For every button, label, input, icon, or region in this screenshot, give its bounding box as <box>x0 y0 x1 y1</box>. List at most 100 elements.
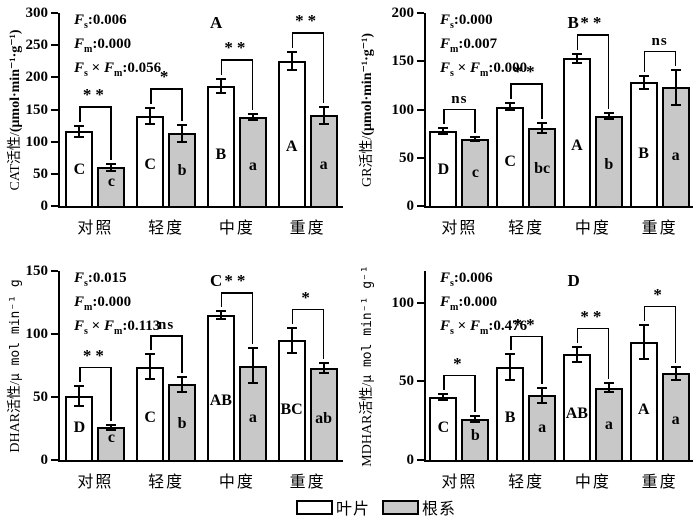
sig-bracket-v <box>474 374 476 412</box>
error-bar-cap <box>505 109 516 112</box>
y-tick <box>51 459 58 461</box>
leaf-bar <box>496 106 525 206</box>
sig-bracket-v <box>291 32 294 48</box>
leaf-bar <box>629 82 658 206</box>
sig-label: ** <box>513 62 539 82</box>
sig-label: * <box>301 287 314 307</box>
leaf-bar <box>136 366 165 460</box>
sig-label: ** <box>82 345 108 365</box>
x-category-label: 轻度 <box>508 220 545 237</box>
error-bar-cap <box>106 169 117 172</box>
sig-bracket-h <box>443 374 476 377</box>
duncan-letter: b <box>604 156 614 174</box>
sig-label: ns <box>451 90 468 107</box>
sig-bracket-v <box>220 292 223 308</box>
duncan-letter: a <box>248 156 257 174</box>
y-tick <box>51 270 58 272</box>
stats-block: Fs:0.015 Fm:0.000 Fs × Fm:0.113 <box>74 269 160 341</box>
x-category-label: 中度 <box>574 220 611 237</box>
error-bar-cap <box>505 378 516 381</box>
y-axis-label-unit: (μmol·min⁻¹·g⁻¹) <box>360 32 375 136</box>
x-category-label: 中度 <box>218 474 255 491</box>
sig-label: ** <box>224 38 250 58</box>
duncan-letter: a <box>671 411 680 429</box>
y-axis-label-name: MDHAR活性/ <box>360 382 375 467</box>
sig-label: * <box>453 353 466 373</box>
error-bar-cap <box>670 366 681 369</box>
x-category-label: 轻度 <box>508 474 545 491</box>
sig-bracket-v <box>474 108 476 134</box>
y-tick <box>51 44 58 47</box>
error-bar-line <box>219 78 222 93</box>
error-bar-cap <box>470 140 481 143</box>
error-bar-cap <box>505 353 516 356</box>
y-tick-label: 300 <box>25 5 49 21</box>
duncan-letter: c <box>107 173 115 191</box>
duncan-letter: C <box>144 409 156 427</box>
y-tick-label: 0 <box>406 452 415 468</box>
y-tick <box>51 172 58 175</box>
stats-line: Fs × Fm:0.000 <box>440 60 528 79</box>
stats-line: Fs:0.006 <box>74 12 127 31</box>
error-bar-cap <box>177 375 188 378</box>
y-tick <box>417 380 424 383</box>
y-tick <box>417 60 424 63</box>
error-bar-cap <box>286 351 297 354</box>
error-bar-cap <box>215 317 226 320</box>
sig-bracket-v <box>110 366 112 421</box>
sig-bracket-h <box>576 34 609 36</box>
error-bar-line <box>149 107 152 125</box>
sig-label: * <box>159 67 173 87</box>
y-tick <box>417 156 424 159</box>
y-tick-label: 50 <box>33 165 48 182</box>
error-bar-line <box>219 311 222 319</box>
root-bar <box>661 87 690 206</box>
y-tick <box>417 301 424 304</box>
y-tick-label: 50 <box>399 373 414 390</box>
y-tick <box>51 140 58 143</box>
sig-bracket-v <box>541 335 543 384</box>
sig-bracket-v <box>150 335 152 351</box>
root-bar <box>309 115 338 206</box>
error-bar-cap <box>470 414 481 417</box>
leaf-bar <box>562 354 591 460</box>
y-tick <box>51 396 58 398</box>
error-bar-cap <box>74 384 85 387</box>
error-bar-line <box>674 367 677 380</box>
y-tick-label: 50 <box>399 149 414 166</box>
sig-bracket-v <box>674 50 677 66</box>
sig-label: ** <box>580 13 606 33</box>
sig-label: ns <box>651 32 668 49</box>
y-tick-label: 150 <box>25 101 49 118</box>
error-bar-line <box>541 387 544 404</box>
y-axis-label-unit: (μmol·min⁻¹·g⁻¹) <box>8 29 23 132</box>
leaf-bar <box>277 60 306 206</box>
duncan-letter: a <box>538 418 547 436</box>
duncan-letter: AB <box>565 405 588 423</box>
x-category-label: 重度 <box>289 220 326 237</box>
y-tick-label: 100 <box>25 133 49 150</box>
y-tick-label: 100 <box>391 101 415 118</box>
error-bar-line <box>575 346 578 363</box>
error-bar-cap <box>177 390 188 393</box>
error-bar-cap <box>537 386 548 389</box>
sig-label: ** <box>224 271 250 291</box>
error-bar-line <box>642 324 645 360</box>
error-bar-cap <box>438 399 449 402</box>
root-bar <box>168 133 197 206</box>
sig-bracket-h <box>643 50 676 53</box>
error-bar-cap <box>571 361 582 364</box>
sig-label: * <box>653 284 666 304</box>
error-bar-cap <box>537 122 548 124</box>
y-tick <box>51 12 58 14</box>
stats-line: Fs:0.000 <box>440 12 493 31</box>
x-category-label: 中度 <box>218 220 255 237</box>
sig-bracket-v <box>674 305 677 364</box>
error-bar-line <box>674 69 677 105</box>
stats-line: Fs × Fm:0.476 <box>440 318 528 337</box>
sig-label: ** <box>580 306 606 326</box>
duncan-letter: D <box>437 161 450 179</box>
